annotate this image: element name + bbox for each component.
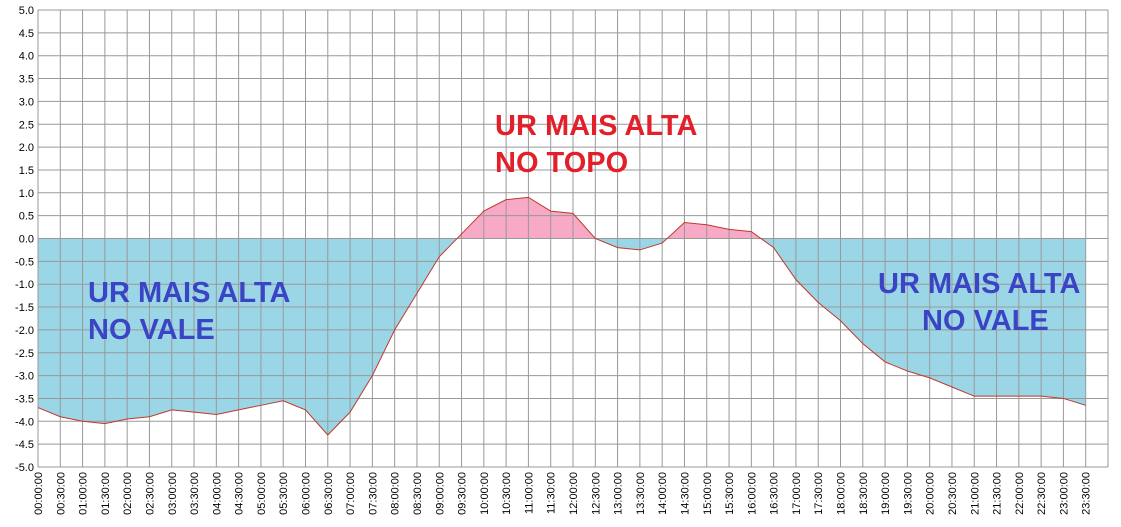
x-tick-label: 16:00:00: [746, 472, 758, 515]
y-tick-label: 2.0: [19, 142, 34, 154]
y-tick-label: 1.5: [19, 165, 34, 177]
x-tick-label: 21:00:00: [969, 472, 981, 515]
y-tick-label: 0.0: [19, 234, 34, 246]
x-tick-label: 11:00:00: [523, 472, 535, 514]
x-tick-label: 00:30:00: [55, 472, 67, 515]
y-tick-label: 4.0: [19, 51, 34, 63]
annotation: UR MAIS ALTA: [495, 110, 697, 142]
x-tick-label: 17:30:00: [813, 472, 825, 515]
x-tick-label: 02:00:00: [122, 472, 134, 515]
y-tick-label: 5.0: [19, 5, 34, 17]
x-tick-label: 07:00:00: [345, 472, 357, 515]
y-tick-label: -4.5: [15, 439, 34, 451]
x-tick-label: 09:30:00: [457, 472, 469, 515]
x-tick-label: 20:00:00: [925, 472, 937, 515]
positive-area: [38, 197, 1086, 239]
x-tick-label: 16:30:00: [769, 472, 781, 515]
negative-area: [38, 238, 1086, 436]
y-tick-label: -5.0: [15, 462, 34, 474]
x-tick-label: 13:30:00: [635, 472, 647, 515]
x-tick-label: 05:00:00: [256, 472, 268, 515]
x-tick-label: 15:00:00: [702, 472, 714, 515]
x-tick-label: 15:30:00: [724, 472, 736, 515]
x-tick-label: 20:30:00: [947, 472, 959, 515]
x-tick-label: 04:30:00: [234, 472, 246, 515]
x-tick-label: 18:30:00: [858, 472, 870, 515]
x-tick-label: 06:00:00: [301, 472, 313, 515]
x-tick-label: 04:00:00: [211, 472, 223, 515]
x-tick-label: 12:30:00: [590, 472, 602, 515]
x-tick-label: 10:00:00: [479, 472, 491, 515]
x-tick-label: 17:00:00: [791, 472, 803, 515]
y-tick-label: 1.0: [19, 188, 34, 200]
line: [37, 196, 1086, 436]
x-tick-label: 21:30:00: [992, 472, 1004, 515]
annotation: NO VALE: [922, 305, 1049, 337]
x-tick-label: 13:00:00: [613, 472, 625, 515]
x-tick-label: 02:30:00: [144, 472, 156, 515]
x-tick-label: 05:30:00: [278, 472, 290, 515]
x-tick-label: 08:00:00: [390, 472, 402, 515]
x-tick-label: 23:00:00: [1058, 472, 1070, 515]
x-tick-label: 01:00:00: [78, 472, 90, 515]
y-tick-label: 3.0: [19, 96, 34, 108]
y-tick-label: 3.5: [19, 74, 34, 86]
x-tick-label: 14:30:00: [679, 472, 691, 515]
x-tick-label: 03:00:00: [167, 472, 179, 515]
y-tick-label: -1.0: [15, 279, 34, 291]
annotation: UR MAIS ALTA: [88, 277, 290, 309]
x-tick-label: 22:00:00: [1014, 472, 1026, 515]
annotation: UR MAIS ALTA: [878, 268, 1080, 300]
annotation: NO VALE: [88, 314, 215, 346]
y-tick-label: 0.5: [19, 211, 34, 223]
x-tick-label: 19:00:00: [880, 472, 892, 515]
y-tick-label: -1.5: [15, 302, 34, 314]
x-tick-label: 06:30:00: [323, 472, 335, 515]
x-tick-label: 18:00:00: [836, 472, 848, 515]
y-tick-label: 4.5: [19, 28, 34, 40]
x-tick-label: 09:00:00: [434, 472, 446, 515]
y-tick-label: -0.5: [15, 256, 34, 268]
x-tick-label: 01:30:00: [100, 472, 112, 515]
x-tick-label: 12:00:00: [568, 472, 580, 515]
y-tick-label: -4.0: [15, 416, 34, 428]
x-tick-label: 11:30:00: [546, 472, 558, 514]
x-tick-label: 10:30:00: [501, 472, 513, 515]
x-tick-label: 19:30:00: [902, 472, 914, 515]
x-tick-label: 22:30:00: [1036, 472, 1048, 515]
x-tick-label: 08:30:00: [412, 472, 424, 515]
x-tick-label: 07:30:00: [367, 472, 379, 515]
annotation: NO TOPO: [495, 147, 628, 179]
x-tick-label: 03:30:00: [189, 472, 201, 515]
x-tick-label: 14:00:00: [657, 472, 669, 515]
x-tick-label: 00:00:00: [33, 472, 45, 515]
y-tick-label: -2.0: [15, 325, 34, 337]
y-tick-label: -3.0: [15, 371, 34, 383]
y-tick-label: -2.5: [15, 348, 34, 360]
y-tick-label: -3.5: [15, 393, 34, 405]
y-tick-label: 2.5: [19, 119, 34, 131]
x-tick-label: 23:30:00: [1081, 472, 1093, 515]
